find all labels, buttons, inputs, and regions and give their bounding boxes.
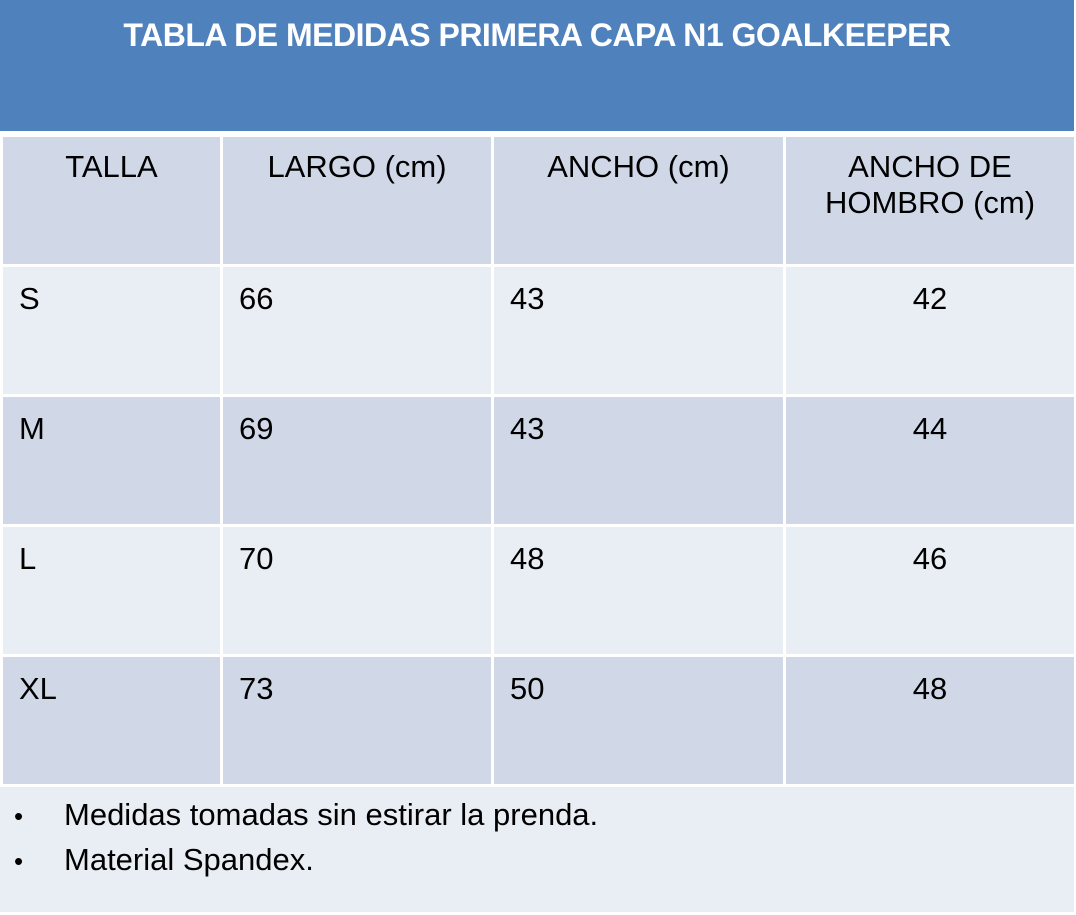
header-largo: LARGO (cm) bbox=[220, 134, 494, 267]
page-title: TABLA DE MEDIDAS PRIMERA CAPA N1 GOALKEE… bbox=[0, 0, 1074, 131]
header-ancho-hombro: ANCHO DE HOMBRO (cm) bbox=[783, 134, 1076, 267]
cell-talla: S bbox=[0, 264, 223, 397]
cell-largo: 69 bbox=[220, 394, 494, 527]
table-row: L 70 48 46 bbox=[0, 524, 1076, 657]
note-item: • Material Spandex. bbox=[14, 842, 1074, 887]
cell-ancho-hombro: 44 bbox=[783, 394, 1076, 527]
header-talla: TALLA bbox=[0, 134, 223, 267]
cell-ancho-hombro: 42 bbox=[783, 264, 1076, 397]
note-text: Medidas tomadas sin estirar la prenda. bbox=[64, 797, 599, 832]
cell-ancho: 43 bbox=[491, 264, 786, 397]
cell-ancho: 50 bbox=[491, 654, 786, 787]
table-row: S 66 43 42 bbox=[0, 264, 1076, 397]
cell-talla: XL bbox=[0, 654, 223, 787]
header-ancho: ANCHO (cm) bbox=[491, 134, 786, 267]
cell-talla: L bbox=[0, 524, 223, 657]
table-row: M 69 43 44 bbox=[0, 394, 1076, 527]
note-text: Material Spandex. bbox=[64, 842, 314, 877]
cell-largo: 66 bbox=[220, 264, 494, 397]
cell-ancho-hombro: 48 bbox=[783, 654, 1076, 787]
table-row: XL 73 50 48 bbox=[0, 654, 1076, 787]
notes-box: • Medidas tomadas sin estirar la prenda.… bbox=[0, 787, 1074, 912]
bullet-icon: • bbox=[14, 846, 24, 876]
cell-ancho: 43 bbox=[491, 394, 786, 527]
note-item: • Medidas tomadas sin estirar la prenda. bbox=[14, 797, 1074, 842]
cell-largo: 70 bbox=[220, 524, 494, 657]
table-header-row: TALLA LARGO (cm) ANCHO (cm) ANCHO DE HOM… bbox=[0, 134, 1076, 267]
cell-largo: 73 bbox=[220, 654, 494, 787]
cell-talla: M bbox=[0, 394, 223, 527]
cell-ancho: 48 bbox=[491, 524, 786, 657]
bullet-icon: • bbox=[14, 801, 24, 831]
cell-ancho-hombro: 46 bbox=[783, 524, 1076, 657]
size-table: TALLA LARGO (cm) ANCHO (cm) ANCHO DE HOM… bbox=[0, 134, 1076, 787]
